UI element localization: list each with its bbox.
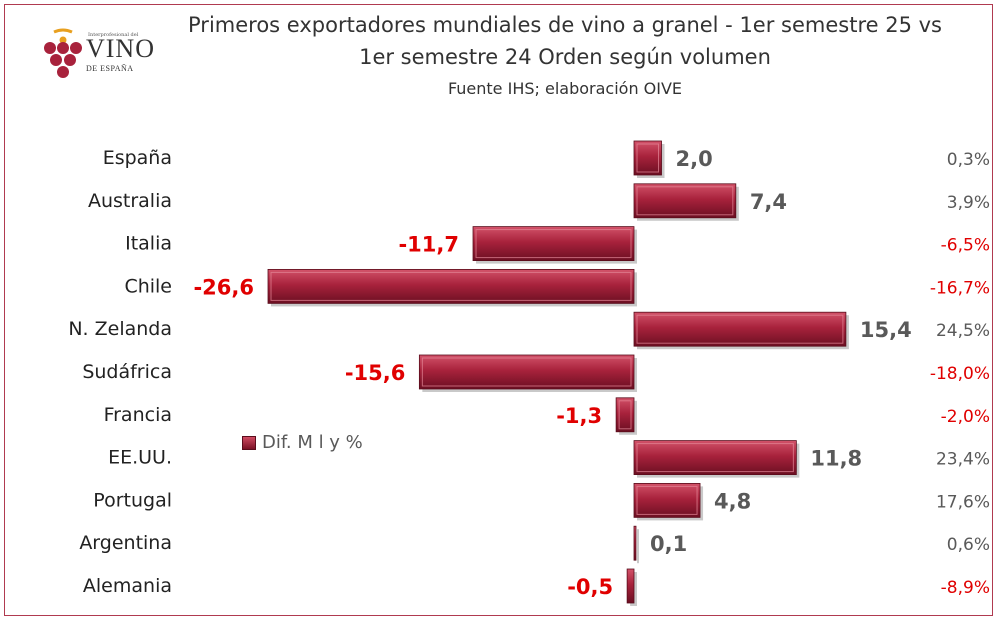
category-label: Portugal [93, 489, 172, 511]
bar-bevel [636, 485, 698, 515]
logo-small-text: Interprofesional del [88, 32, 139, 38]
logo-main-text: VINO [86, 34, 155, 63]
legend-label: Dif. M l y % [262, 432, 363, 453]
bar-bevel [421, 357, 632, 387]
category-label: Alemania [83, 575, 172, 597]
percent-label: 0,6% [947, 535, 990, 555]
chart-title-line-1: Primeros exportadores mundiales de vino … [188, 13, 942, 37]
value-label: 11,8 [810, 447, 862, 471]
value-label: 2,0 [676, 147, 713, 171]
percent-label: -8,9% [941, 578, 990, 598]
bar [626, 568, 635, 604]
percent-label: -16,7% [930, 278, 990, 298]
category-label: Australia [88, 190, 172, 212]
value-label: -15,6 [345, 361, 406, 385]
bar-bevel [636, 443, 794, 473]
value-label: 0,1 [650, 532, 687, 556]
bar [267, 268, 635, 304]
value-label: 15,4 [860, 318, 912, 342]
percent-label: -18,0% [930, 364, 990, 384]
bar [633, 440, 797, 476]
bar-bevel [270, 271, 632, 301]
chart-legend: Dif. M l y % [242, 432, 363, 453]
percent-label: 24,5% [936, 321, 990, 341]
percent-label: 0,3% [947, 150, 990, 170]
legend-swatch [242, 435, 256, 450]
percent-label: 3,9% [947, 193, 990, 213]
category-label: Argentina [79, 532, 172, 554]
bar [633, 183, 737, 219]
category-label: Francia [104, 404, 172, 426]
bar [615, 397, 635, 433]
bar-bevel [636, 143, 660, 173]
value-label: -26,6 [193, 275, 254, 299]
value-label: 4,8 [714, 489, 751, 513]
bar [472, 226, 635, 262]
value-label: -1,3 [556, 404, 602, 428]
logo-sub-text: DE ESPAÑA [86, 64, 134, 73]
category-label: N. Zelanda [68, 318, 172, 340]
chart-frame [4, 4, 993, 616]
value-label: 7,4 [750, 190, 787, 214]
bar [633, 525, 637, 561]
bar-bevel [636, 314, 844, 344]
category-label: Italia [125, 233, 172, 255]
percent-label: -2,0% [941, 407, 990, 427]
bar-bevel [475, 229, 632, 259]
category-label: EE.UU. [108, 447, 172, 469]
vino-de-espana-logo [38, 26, 148, 82]
chart-title-line-2: 1er semestre 24 Orden según volumen [359, 45, 771, 69]
bar [633, 482, 701, 518]
percent-label: 23,4% [936, 450, 990, 470]
category-label: Sudáfrica [82, 361, 172, 383]
grape-icon [44, 28, 82, 78]
value-label: -0,5 [567, 575, 613, 599]
bar [418, 354, 635, 390]
chart-subtitle: Fuente IHS; elaboración OIVE [447, 79, 683, 98]
bar [633, 140, 662, 176]
value-label: -11,7 [398, 233, 459, 257]
bar [633, 311, 847, 347]
bar-shadow [637, 529, 639, 564]
bar-bevel [636, 186, 734, 216]
percent-label: -6,5% [941, 236, 990, 256]
percent-label: 17,6% [936, 492, 990, 512]
category-label: España [103, 147, 172, 169]
bar-bevel [618, 400, 632, 430]
category-label: Chile [124, 275, 172, 297]
